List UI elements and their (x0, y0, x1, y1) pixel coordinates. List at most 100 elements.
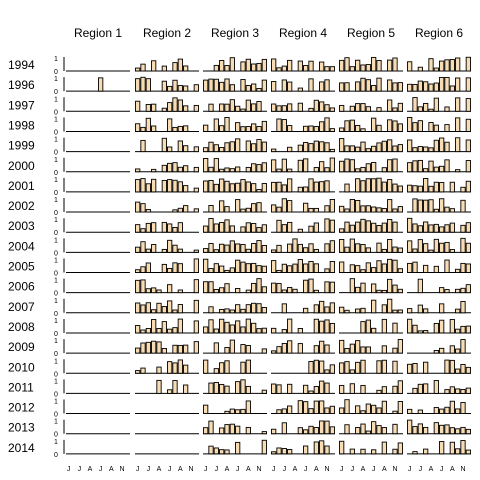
bar (345, 58, 349, 71)
bar (277, 182, 281, 192)
bar (330, 365, 334, 373)
x-tick-label: J (372, 466, 376, 473)
bar (241, 180, 245, 192)
bar (146, 223, 150, 232)
bar (345, 159, 349, 172)
bar (434, 83, 438, 91)
bar (241, 345, 245, 354)
bar (456, 58, 460, 71)
bar (366, 248, 370, 252)
year-label-2009: 2009 (8, 340, 35, 354)
bar (466, 388, 470, 393)
bar (204, 259, 208, 272)
bar (382, 428, 386, 434)
panel-region-5-1997 (339, 100, 403, 111)
panel-region-3-2000 (203, 158, 267, 171)
panel-region-4-2001 (271, 179, 335, 192)
bar (304, 385, 308, 393)
bar (136, 280, 140, 292)
panel-region-3-2007 (203, 303, 267, 313)
bar (340, 60, 344, 71)
x-tick-label: A (429, 466, 434, 473)
y-tick-1: 1 (54, 298, 58, 305)
bar (361, 245, 365, 253)
bar (178, 182, 182, 192)
bar (340, 340, 344, 353)
x-tick-label: A (88, 466, 93, 473)
bar (345, 310, 349, 313)
bar (136, 124, 140, 132)
bar (141, 267, 145, 273)
bar (429, 84, 433, 91)
bar (252, 283, 256, 292)
bar (356, 147, 360, 151)
bar (330, 261, 334, 272)
bar (282, 185, 286, 192)
y-tick-0: 0 (54, 391, 58, 398)
bar (382, 360, 386, 373)
bar (178, 59, 182, 71)
bar (466, 181, 470, 192)
bar (214, 145, 218, 152)
bar (440, 425, 444, 433)
bar (330, 67, 334, 71)
bar (408, 185, 412, 192)
bar (314, 141, 318, 152)
panel-region-4-1998 (271, 118, 335, 132)
bar (418, 424, 422, 434)
bar (168, 362, 172, 374)
bar (445, 407, 449, 413)
panel-region-2-2001 (135, 179, 199, 192)
bar (184, 186, 188, 192)
bar (225, 284, 229, 293)
bar (252, 224, 256, 233)
bar (429, 161, 433, 172)
bar (434, 68, 438, 71)
bar (424, 384, 428, 394)
bar (393, 121, 397, 132)
bar (241, 245, 245, 253)
bar (393, 285, 397, 293)
year-label-2010: 2010 (8, 360, 35, 374)
y-tick-0: 0 (54, 371, 58, 378)
bar (173, 210, 177, 212)
bar (162, 322, 166, 333)
bar (277, 220, 281, 232)
bar (173, 310, 177, 313)
bar (450, 60, 454, 71)
bar (372, 300, 376, 313)
bar (413, 98, 417, 112)
bar (252, 303, 256, 313)
bar (257, 279, 261, 293)
bar (225, 450, 229, 454)
panel-region-5-2000 (339, 159, 403, 172)
bar (252, 144, 256, 152)
bar (418, 240, 422, 253)
bar (320, 62, 324, 71)
bar (418, 384, 422, 393)
bar (230, 100, 234, 112)
bar (225, 66, 229, 71)
bar (304, 308, 308, 312)
bar (257, 266, 261, 273)
bar (282, 304, 286, 313)
bar (246, 401, 250, 414)
bar (184, 126, 188, 132)
bar (466, 285, 470, 293)
bar (325, 118, 329, 132)
bar (456, 269, 460, 272)
bar (429, 200, 433, 212)
bar (445, 107, 449, 111)
bar (366, 347, 370, 353)
bar (429, 109, 433, 111)
bar (236, 410, 240, 414)
panel-region-1-2014 (64, 440, 130, 454)
bar (236, 426, 240, 434)
bar (325, 206, 329, 212)
panel-region-3-2004 (203, 241, 267, 253)
bar (288, 147, 292, 151)
bar (225, 411, 229, 413)
bar (408, 364, 412, 373)
panel-region-3-2010 (203, 360, 267, 373)
bar (413, 123, 417, 132)
